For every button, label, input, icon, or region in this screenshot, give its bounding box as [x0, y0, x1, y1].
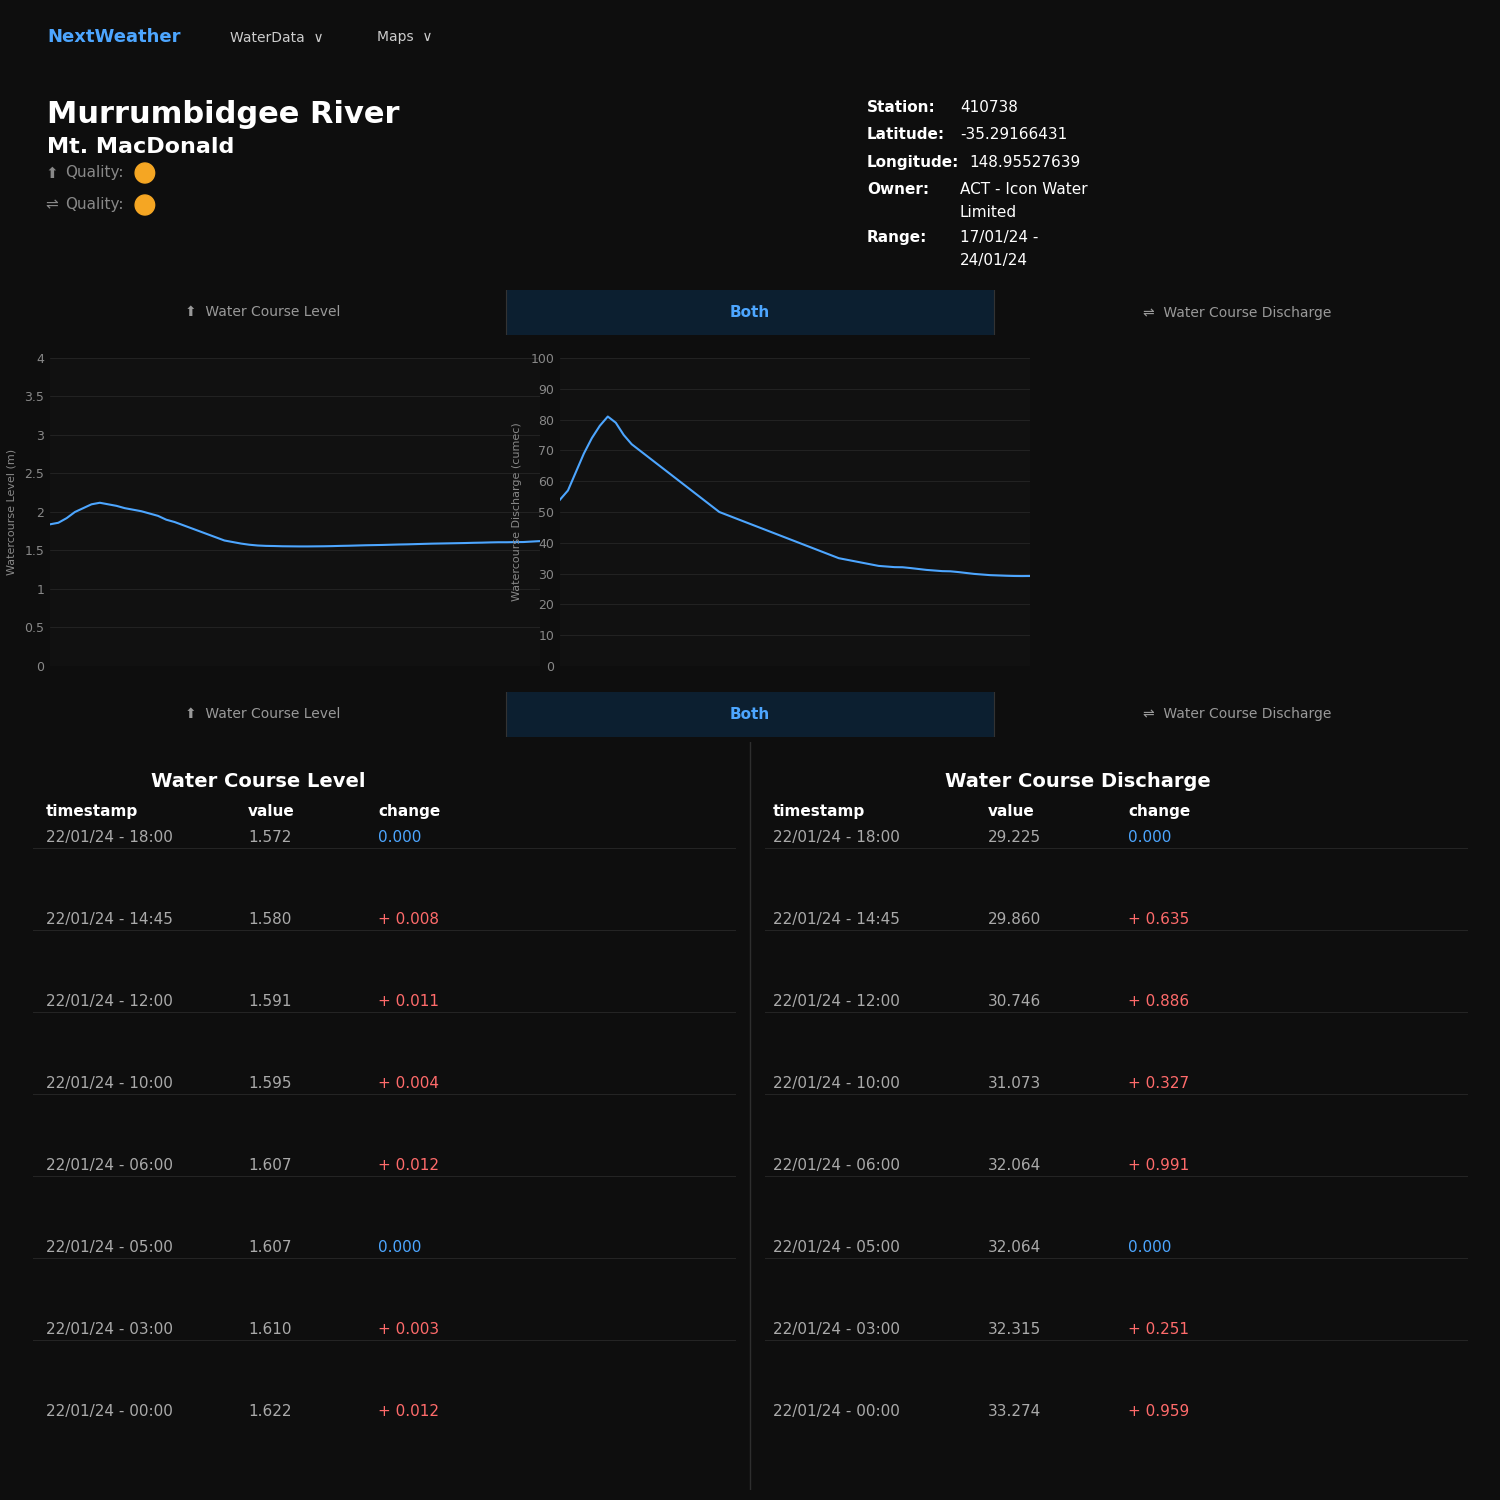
- Text: Station:: Station:: [867, 100, 936, 116]
- Text: 22/01/24 - 05:00: 22/01/24 - 05:00: [46, 1240, 172, 1256]
- Text: + 0.004: + 0.004: [378, 1076, 440, 1090]
- Y-axis label: Watercourse Level (m): Watercourse Level (m): [6, 448, 16, 574]
- Text: WaterData  ∨: WaterData ∨: [231, 30, 324, 45]
- Text: Limited: Limited: [960, 206, 1017, 220]
- Text: 31.073: 31.073: [988, 1076, 1041, 1090]
- Text: + 0.251: + 0.251: [1128, 1322, 1190, 1336]
- Text: 1.595: 1.595: [248, 1076, 291, 1090]
- Text: 22/01/24 - 00:00: 22/01/24 - 00:00: [772, 1404, 900, 1419]
- Text: Quality:: Quality:: [64, 198, 123, 213]
- Text: 22/01/24 - 10:00: 22/01/24 - 10:00: [46, 1076, 172, 1090]
- Text: 24/01/24: 24/01/24: [960, 254, 1028, 268]
- Text: + 0.012: + 0.012: [378, 1158, 440, 1173]
- Text: Both: Both: [730, 706, 770, 722]
- Text: ⇌  Water Course Discharge: ⇌ Water Course Discharge: [1143, 708, 1332, 722]
- Text: + 0.886: + 0.886: [1128, 994, 1190, 1010]
- Text: 0.000: 0.000: [378, 1240, 422, 1256]
- Text: ⇌: ⇌: [45, 198, 58, 213]
- Text: ⬆: ⬆: [45, 165, 58, 180]
- Text: + 0.327: + 0.327: [1128, 1076, 1190, 1090]
- Text: Owner:: Owner:: [867, 182, 928, 196]
- Text: ⬆  Water Course Level: ⬆ Water Course Level: [184, 306, 340, 320]
- Text: Water Course Discharge: Water Course Discharge: [945, 772, 1210, 790]
- Text: + 0.991: + 0.991: [1128, 1158, 1190, 1173]
- Text: ACT - Icon Water: ACT - Icon Water: [960, 182, 1088, 196]
- Text: timestamp: timestamp: [46, 804, 138, 819]
- Text: 148.95527639: 148.95527639: [969, 154, 1082, 170]
- Text: value: value: [988, 804, 1035, 819]
- Text: Longitude:: Longitude:: [867, 154, 960, 170]
- Text: 22/01/24 - 12:00: 22/01/24 - 12:00: [46, 994, 172, 1010]
- Text: Maps  ∨: Maps ∨: [376, 30, 432, 45]
- Text: + 0.635: + 0.635: [1128, 912, 1190, 927]
- Text: 22/01/24 - 06:00: 22/01/24 - 06:00: [46, 1158, 172, 1173]
- Text: 22/01/24 - 18:00: 22/01/24 - 18:00: [46, 830, 172, 844]
- Text: 1.607: 1.607: [248, 1158, 291, 1173]
- FancyBboxPatch shape: [506, 692, 994, 736]
- Text: + 0.011: + 0.011: [378, 994, 440, 1010]
- Text: change: change: [378, 804, 441, 819]
- Text: 22/01/24 - 14:45: 22/01/24 - 14:45: [772, 912, 900, 927]
- Text: 1.622: 1.622: [248, 1404, 291, 1419]
- Y-axis label: Watercourse Discharge (cumec): Watercourse Discharge (cumec): [512, 423, 522, 602]
- Text: ⬆  Water Course Level: ⬆ Water Course Level: [184, 708, 340, 722]
- Text: Latitude:: Latitude:: [867, 128, 945, 142]
- Text: + 0.008: + 0.008: [378, 912, 440, 927]
- Text: 1.580: 1.580: [248, 912, 291, 927]
- Text: 22/01/24 - 00:00: 22/01/24 - 00:00: [46, 1404, 172, 1419]
- Text: Mt. MacDonald: Mt. MacDonald: [48, 136, 234, 158]
- Text: Range:: Range:: [867, 230, 927, 244]
- Text: 22/01/24 - 03:00: 22/01/24 - 03:00: [46, 1322, 172, 1336]
- Text: 22/01/24 - 12:00: 22/01/24 - 12:00: [772, 994, 900, 1010]
- Circle shape: [135, 164, 154, 183]
- Text: 33.274: 33.274: [988, 1404, 1041, 1419]
- Text: 22/01/24 - 10:00: 22/01/24 - 10:00: [772, 1076, 900, 1090]
- Text: 22/01/24 - 05:00: 22/01/24 - 05:00: [772, 1240, 900, 1256]
- Text: Quality:: Quality:: [64, 165, 123, 180]
- Text: Both: Both: [730, 304, 770, 320]
- Text: + 0.003: + 0.003: [378, 1322, 440, 1336]
- Text: -35.29166431: -35.29166431: [960, 128, 1066, 142]
- Text: 0.000: 0.000: [1128, 830, 1172, 844]
- Text: 29.860: 29.860: [988, 912, 1041, 927]
- Text: 32.064: 32.064: [988, 1240, 1041, 1256]
- Text: 32.315: 32.315: [988, 1322, 1041, 1336]
- Text: 32.064: 32.064: [988, 1158, 1041, 1173]
- Text: 1.607: 1.607: [248, 1240, 291, 1256]
- Text: 22/01/24 - 14:45: 22/01/24 - 14:45: [46, 912, 172, 927]
- Text: 1.591: 1.591: [248, 994, 291, 1010]
- Text: value: value: [248, 804, 294, 819]
- Text: timestamp: timestamp: [772, 804, 865, 819]
- Text: 29.225: 29.225: [988, 830, 1041, 844]
- Text: 30.746: 30.746: [988, 994, 1041, 1010]
- Text: NextWeather: NextWeather: [48, 28, 182, 46]
- Circle shape: [135, 195, 154, 214]
- Text: 1.610: 1.610: [248, 1322, 291, 1336]
- Text: 0.000: 0.000: [1128, 1240, 1172, 1256]
- Text: 22/01/24 - 06:00: 22/01/24 - 06:00: [772, 1158, 900, 1173]
- Text: 1.572: 1.572: [248, 830, 291, 844]
- Text: + 0.959: + 0.959: [1128, 1404, 1190, 1419]
- Text: + 0.012: + 0.012: [378, 1404, 440, 1419]
- Text: Murrumbidgee River: Murrumbidgee River: [48, 100, 400, 129]
- Text: 0.000: 0.000: [378, 830, 422, 844]
- Text: 17/01/24 -: 17/01/24 -: [960, 230, 1038, 244]
- Text: change: change: [1128, 804, 1191, 819]
- Text: 22/01/24 - 18:00: 22/01/24 - 18:00: [772, 830, 900, 844]
- FancyBboxPatch shape: [506, 290, 994, 334]
- Text: Water Course Level: Water Course Level: [150, 772, 366, 790]
- Text: 22/01/24 - 03:00: 22/01/24 - 03:00: [772, 1322, 900, 1336]
- Text: ⇌  Water Course Discharge: ⇌ Water Course Discharge: [1143, 306, 1332, 320]
- Text: 410738: 410738: [960, 100, 1017, 116]
